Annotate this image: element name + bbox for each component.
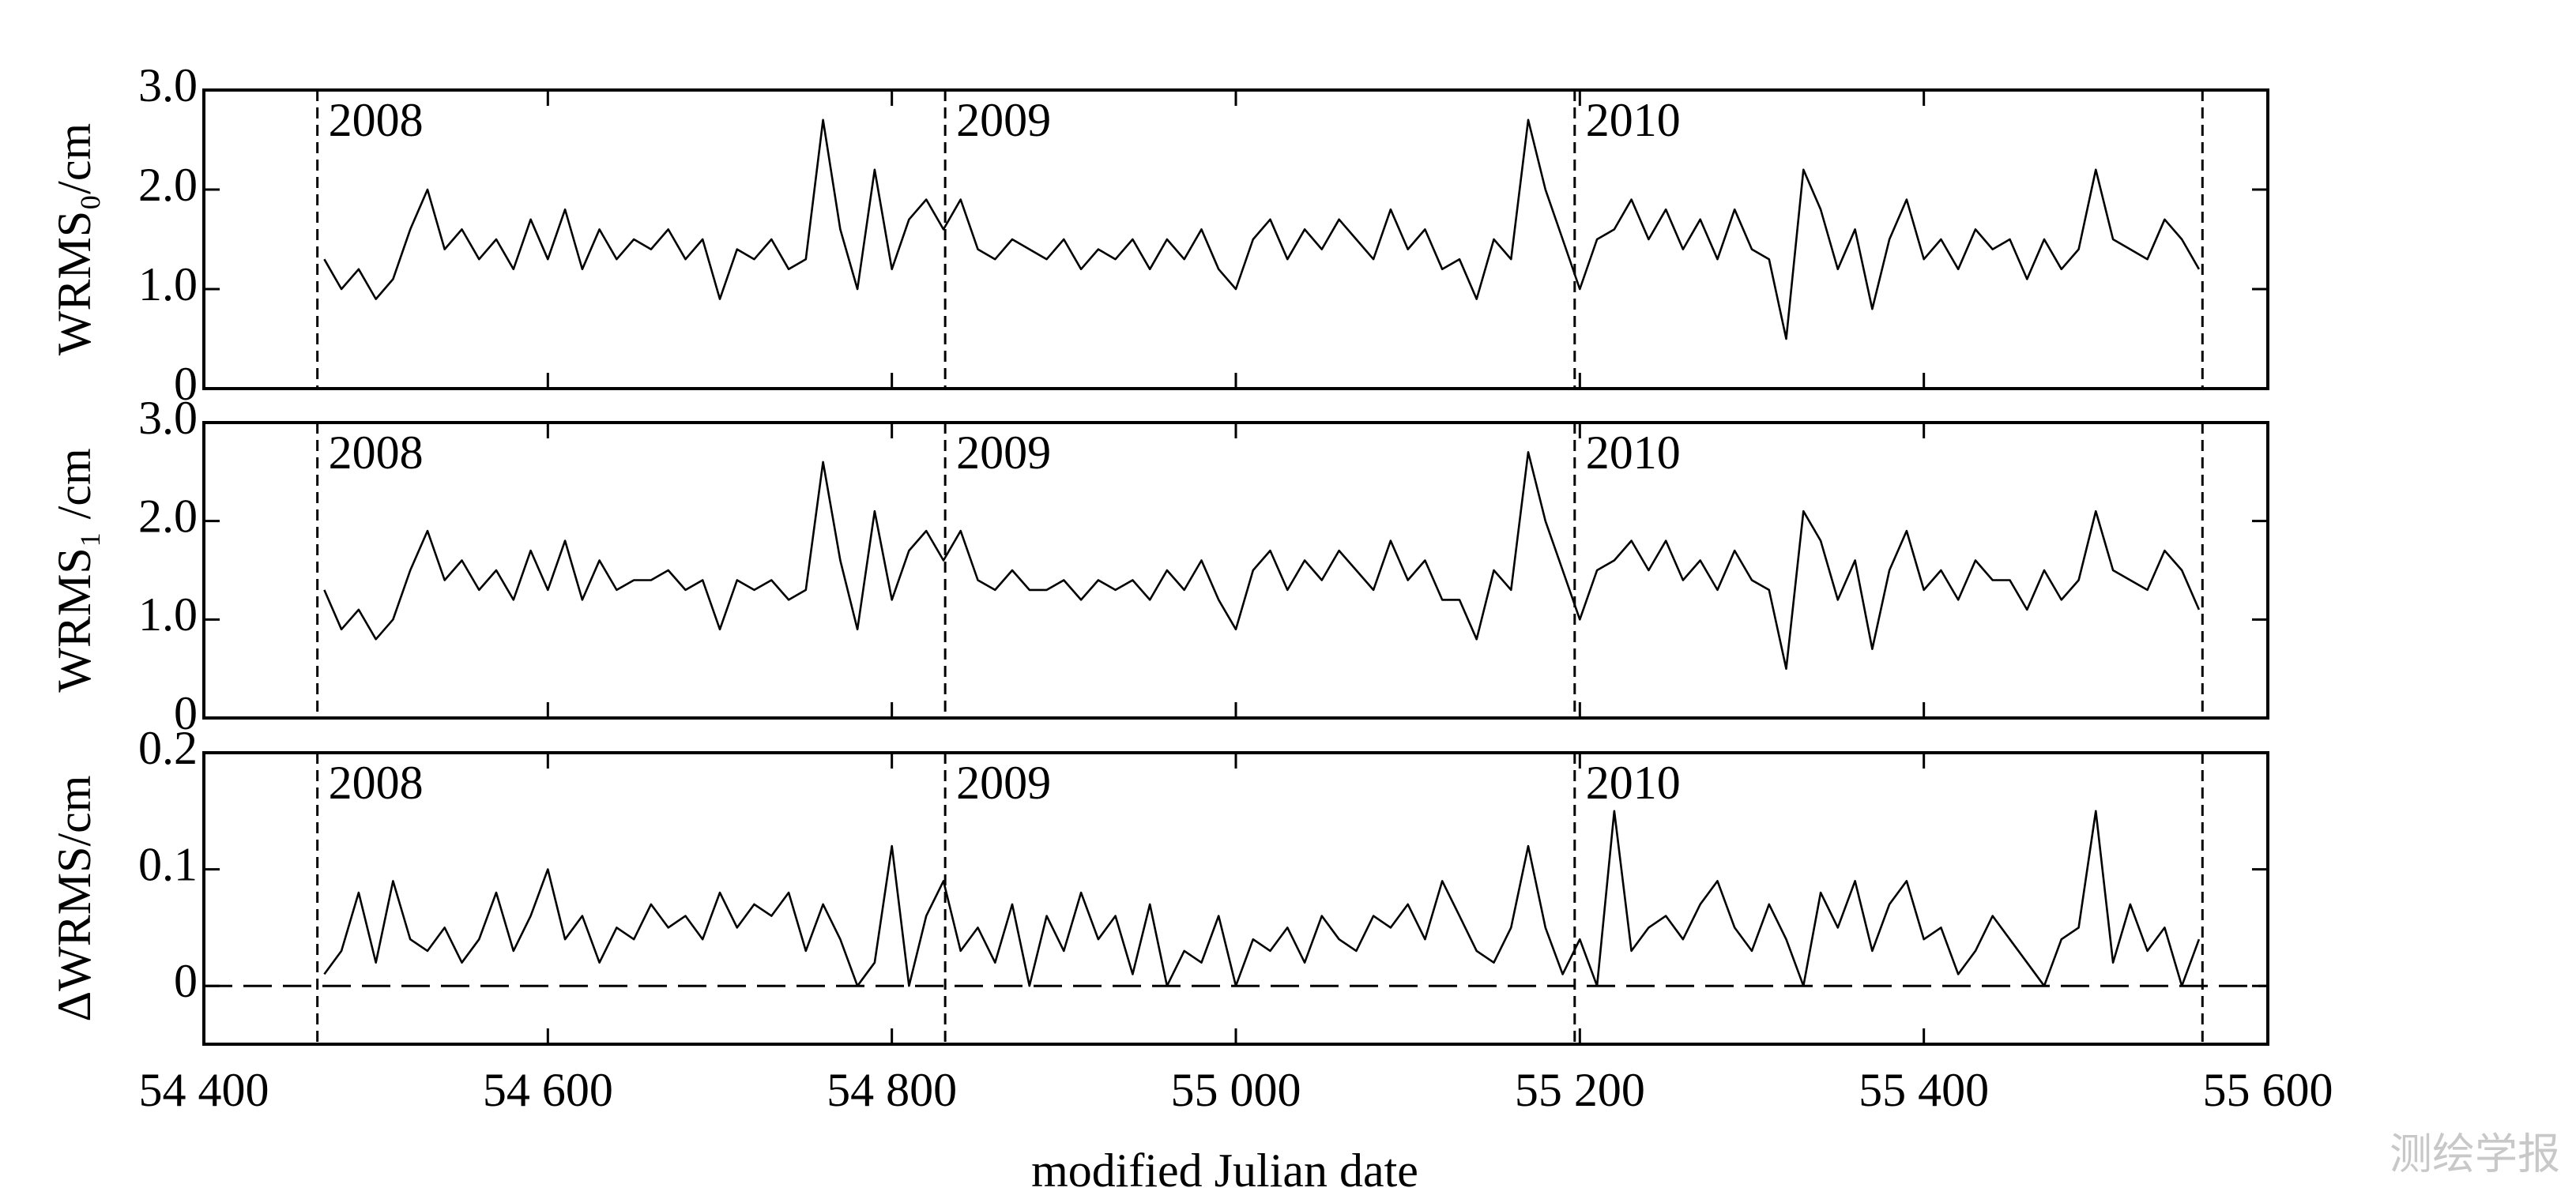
- x-tick-label: 54 800: [827, 1064, 957, 1116]
- y-tick-label: 0: [174, 955, 198, 1007]
- y-tick-label: 0: [174, 687, 198, 739]
- y-axis-title: ΔWRMS/cm: [48, 776, 100, 1022]
- year-label: 2010: [1586, 427, 1681, 479]
- x-tick-label: 54 400: [139, 1064, 269, 1116]
- year-label: 2008: [329, 757, 424, 809]
- x-tick-label: 55 400: [1859, 1064, 1989, 1116]
- y-tick-label: 0.1: [138, 838, 198, 890]
- y-tick-label: 2.0: [138, 159, 198, 211]
- y-tick-label: 3.0: [138, 392, 198, 444]
- x-tick-label: 55 600: [2203, 1064, 2333, 1116]
- y-tick-label: 2.0: [138, 490, 198, 542]
- y-tick-label: 0: [174, 358, 198, 410]
- plot-frame: [202, 421, 2269, 720]
- y-axis-title: WRMS₁ /cm: [48, 448, 100, 692]
- year-label: 2009: [956, 427, 1051, 479]
- year-label: 2008: [329, 94, 424, 146]
- x-tick-label: 54 600: [483, 1064, 613, 1116]
- plot-frame: [202, 751, 2269, 1046]
- year-label: 2010: [1586, 757, 1681, 809]
- year-label: 2009: [956, 757, 1051, 809]
- y-tick-label: 3.0: [138, 59, 198, 111]
- year-label: 2009: [956, 94, 1051, 146]
- y-tick-label: 1.0: [138, 258, 198, 310]
- data-line: [323, 118, 2201, 340]
- year-label: 2010: [1586, 94, 1681, 146]
- data-line: [323, 451, 2201, 670]
- y-axis-title: WRMS₀/cm: [48, 123, 100, 355]
- x-tick-label: 55 200: [1515, 1064, 1645, 1116]
- plot-frame: [202, 88, 2269, 390]
- y-tick-label: 0.2: [138, 722, 198, 774]
- watermark: 测绘学报: [2390, 1129, 2560, 1179]
- y-tick-label: 1.0: [138, 588, 198, 641]
- year-label: 2008: [329, 427, 424, 479]
- x-tick-label: 55 000: [1171, 1064, 1301, 1116]
- data-line: [323, 810, 2201, 987]
- x-axis-title: modified Julian date: [1031, 1144, 1418, 1197]
